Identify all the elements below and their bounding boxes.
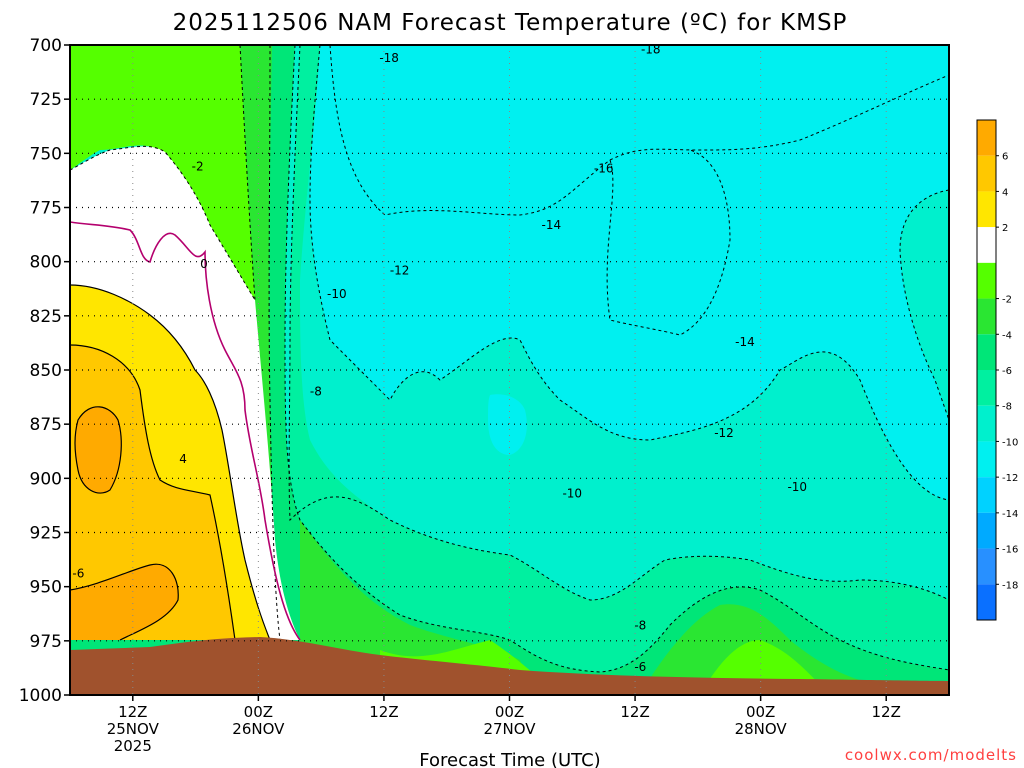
y-tick-label: 925 (30, 524, 62, 544)
contour-label: 4 (179, 452, 187, 466)
x-tick-label: 00Z (746, 703, 775, 721)
contour-label: -2 (192, 159, 204, 173)
colorbar-tick-label: -4 (1002, 330, 1012, 341)
contour-label: 0 (200, 257, 208, 271)
x-tick-label: 26NOV (232, 720, 285, 738)
x-tick-label: 28NOV (735, 720, 788, 738)
y-tick-label: 1000 (19, 686, 62, 706)
credit-text: coolwx.com/modelts (845, 746, 1017, 764)
band-14-12 (310, 45, 949, 500)
colorbar-band (977, 441, 996, 478)
colorbar-tick-label: -18 (1002, 580, 1018, 591)
plot-area: -18 -18 -16 -14 -14 -12 -12 -10 -10 -10 -8 -8 -6 -2 0 4… (70, 42, 949, 695)
colorbar-tick-label: -14 (1002, 509, 1018, 520)
contour-labels: -18 -18 -16 -14 -14 -12 -12 -10 -10 -10 -8 -8 -6 -2 0 4… (72, 42, 807, 674)
chart-title: 2025112506 NAM Forecast Temperature (ºC)… (173, 10, 848, 36)
colorbar-tick-label: 4 (1002, 187, 1008, 198)
colorbar-band (977, 191, 996, 228)
colorbar-band (977, 477, 996, 513)
band-6-8 (70, 564, 179, 640)
colorbar-band (977, 405, 996, 442)
band-6-8-bulb (75, 406, 122, 494)
colorbar-tick-label: -16 (1002, 545, 1018, 556)
contour-label: -6 (72, 567, 84, 581)
x-tick-label: 12Z (369, 703, 398, 721)
contour-label: -16 (594, 162, 614, 176)
y-tick-label: 900 (30, 469, 62, 489)
contour-label: -12 (390, 263, 410, 277)
x-tick-label: 25NOV (107, 720, 160, 738)
colorbar-tick-label: -6 (1002, 366, 1012, 377)
colorbar-band (977, 298, 996, 335)
grid (70, 45, 949, 695)
y-axis: 700 725 750 775 800 825 850 875 900 925 950 975 1000 (19, 36, 70, 706)
colorbar-tick-label: -2 (1002, 295, 1012, 306)
y-tick-label: 750 (30, 144, 62, 164)
colorbar-band (977, 584, 996, 620)
colorbar-tick-label: -12 (1002, 473, 1018, 484)
contour-label: -8 (310, 385, 322, 399)
y-tick-label: 775 (30, 199, 62, 219)
zero-contour (70, 221, 301, 641)
x-axis-label: Forecast Time (UTC) (419, 750, 600, 768)
contour-label: -6 (634, 660, 646, 674)
y-tick-label: 800 (30, 253, 62, 273)
colorbar-band (977, 548, 996, 585)
x-tick-label: 00Z (495, 703, 524, 721)
colorbar-band (977, 334, 996, 370)
x-tick-label: 00Z (244, 703, 273, 721)
x-tick-label: 12Z (620, 703, 649, 721)
band-8-6 (70, 45, 949, 695)
contour-label: -12 (714, 426, 734, 440)
colorbar-band (977, 155, 996, 192)
y-tick-label: 950 (30, 578, 62, 598)
x-tick-label: 12Z (118, 703, 147, 721)
contour-label: -14 (735, 335, 755, 349)
x-tick-label: 27NOV (483, 720, 536, 738)
colorbar-tick-label: -8 (1002, 402, 1012, 413)
contour-label: -18 (641, 42, 661, 56)
colorbar-tick-label: 6 (1002, 152, 1008, 163)
y-tick-label: 825 (30, 307, 62, 327)
band-14-12-pocket (488, 394, 527, 455)
contour-label: -18 (379, 51, 399, 65)
x-tick-label: 2025 (114, 737, 152, 755)
contour-label: -14 (542, 218, 562, 232)
colorbar-band (977, 370, 996, 406)
band-10-8 (70, 45, 949, 695)
y-tick-label: 850 (30, 361, 62, 381)
positive-contours (70, 284, 271, 641)
colorbar: 6 4 2 -2 -4 -6 -8 -10 -12 -14 -16 -18 (976, 119, 1018, 621)
y-tick-label: 725 (30, 90, 62, 110)
colorbar-band (977, 120, 996, 156)
ground-surface (70, 637, 949, 695)
y-tick-label: 975 (30, 632, 62, 652)
y-tick-label: 700 (30, 36, 62, 56)
y-tick-label: 875 (30, 415, 62, 435)
colorbar-tick-label: -10 (1002, 437, 1018, 448)
contour-label: -10 (787, 480, 807, 494)
contour-label: -10 (327, 287, 347, 301)
colorbar-band (977, 227, 996, 263)
colorbar-band (977, 262, 996, 299)
contour-label: -10 (562, 487, 582, 501)
x-tick-label: 12Z (872, 703, 901, 721)
colorbar-band (977, 512, 996, 549)
colorbar-tick-label: 2 (1002, 223, 1008, 234)
contour-label: -8 (634, 619, 646, 633)
